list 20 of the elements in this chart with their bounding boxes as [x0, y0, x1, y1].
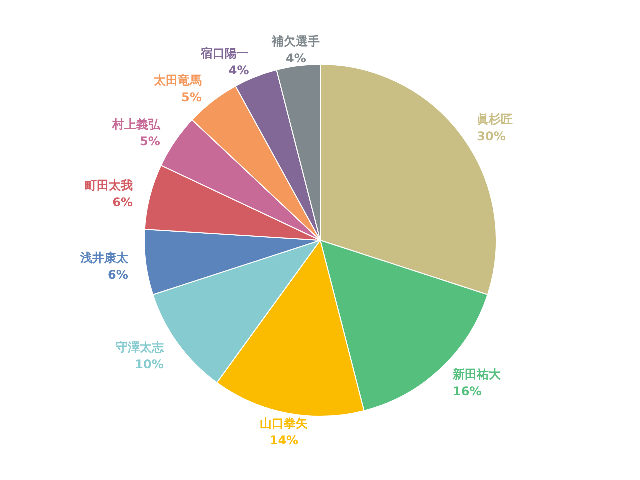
data-label: 4% [228, 63, 250, 78]
data-label: 14% [270, 434, 299, 448]
data-label: 5% [140, 134, 160, 149]
data-label: 5% [181, 90, 202, 105]
data-label: 4% [286, 51, 306, 66]
slice-label: 村上義弘 [111, 118, 162, 132]
data-label: 16% [453, 384, 482, 399]
data-label: 10% [135, 357, 164, 372]
data-label: 30% [477, 130, 506, 144]
slice-label: 新田祐大 [452, 368, 502, 382]
slice-label: 守澤太志 [116, 340, 165, 354]
slice-label: 補欠選手 [271, 34, 320, 48]
data-label: 6% [112, 195, 133, 210]
slice-label: 眞杉匠 [477, 112, 514, 127]
slice-label: 宿口陽一 [200, 46, 250, 60]
data-label: 6% [108, 268, 128, 282]
slice-label: 太田竜馬 [152, 74, 202, 88]
slice-label: 町田太我 [84, 178, 133, 192]
slice-label: 山口拳矢 [260, 416, 310, 431]
slice-label: 浅井康太 [79, 250, 130, 265]
